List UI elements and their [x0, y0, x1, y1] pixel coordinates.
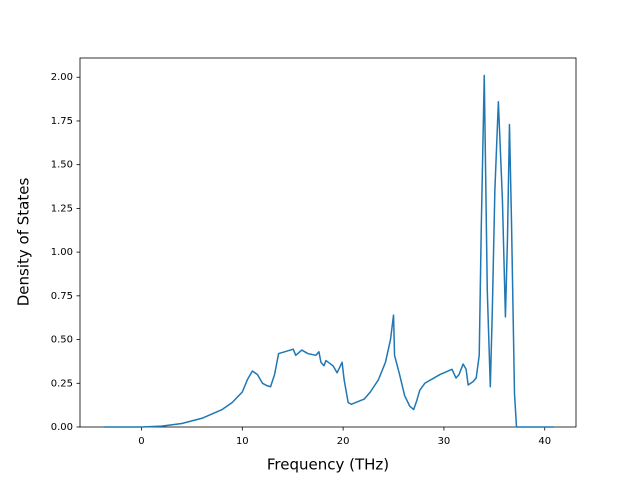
y-axis-label: Density of States: [15, 178, 33, 307]
plot-frame: [79, 57, 577, 428]
y-tick-label: 1.75: [51, 116, 73, 127]
x-tick-label: 10: [236, 436, 249, 447]
y-tick-label: 0.00: [51, 422, 73, 433]
y-tick-label: 2.00: [51, 72, 73, 83]
x-tick-label: 40: [538, 436, 551, 447]
x-tick-label: 30: [438, 436, 451, 447]
y-tick-label: 1.50: [51, 160, 73, 171]
y-tick-label: 0.75: [51, 291, 73, 302]
x-axis-label: Frequency (THz): [267, 456, 389, 474]
y-tick-label: 0.50: [51, 335, 73, 346]
y-tick-label: 1.00: [51, 247, 73, 258]
y-tick-label: 1.25: [51, 203, 73, 214]
line-series: [104, 74, 554, 428]
x-tick-label: 20: [337, 436, 350, 447]
y-tick-label: 0.25: [51, 378, 73, 389]
x-tick-label: 0: [138, 436, 144, 447]
